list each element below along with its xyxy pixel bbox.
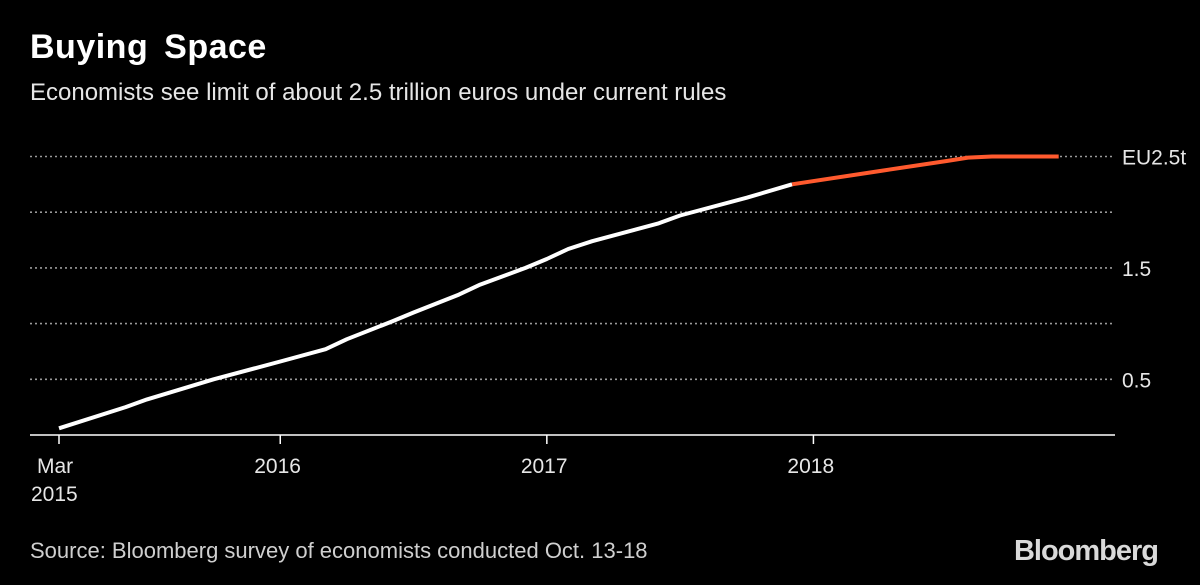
x-tick-label-3: 2018	[787, 455, 834, 478]
chart-subtitle: Economists see limit of about 2.5 trilli…	[30, 79, 727, 106]
series-line-1	[791, 154, 1059, 187]
y-tick-label-4: EU2.5t	[1122, 147, 1186, 170]
source-note: Source: Bloomberg survey of economists c…	[30, 538, 648, 563]
x-tick-label-0: Mar	[37, 455, 73, 478]
bloomberg-logo: Bloomberg	[1013, 535, 1159, 567]
series-line-0	[58, 182, 793, 431]
chart-title: Buying Space	[30, 28, 267, 66]
x-tick-label-1: 2016	[254, 455, 301, 478]
x-tick-sublabel-0: 2015	[31, 483, 78, 506]
y-tick-label-0: 0.5	[1122, 369, 1151, 392]
y-tick-label-2: 1.5	[1122, 258, 1151, 281]
x-tick-label-2: 2017	[521, 455, 568, 478]
